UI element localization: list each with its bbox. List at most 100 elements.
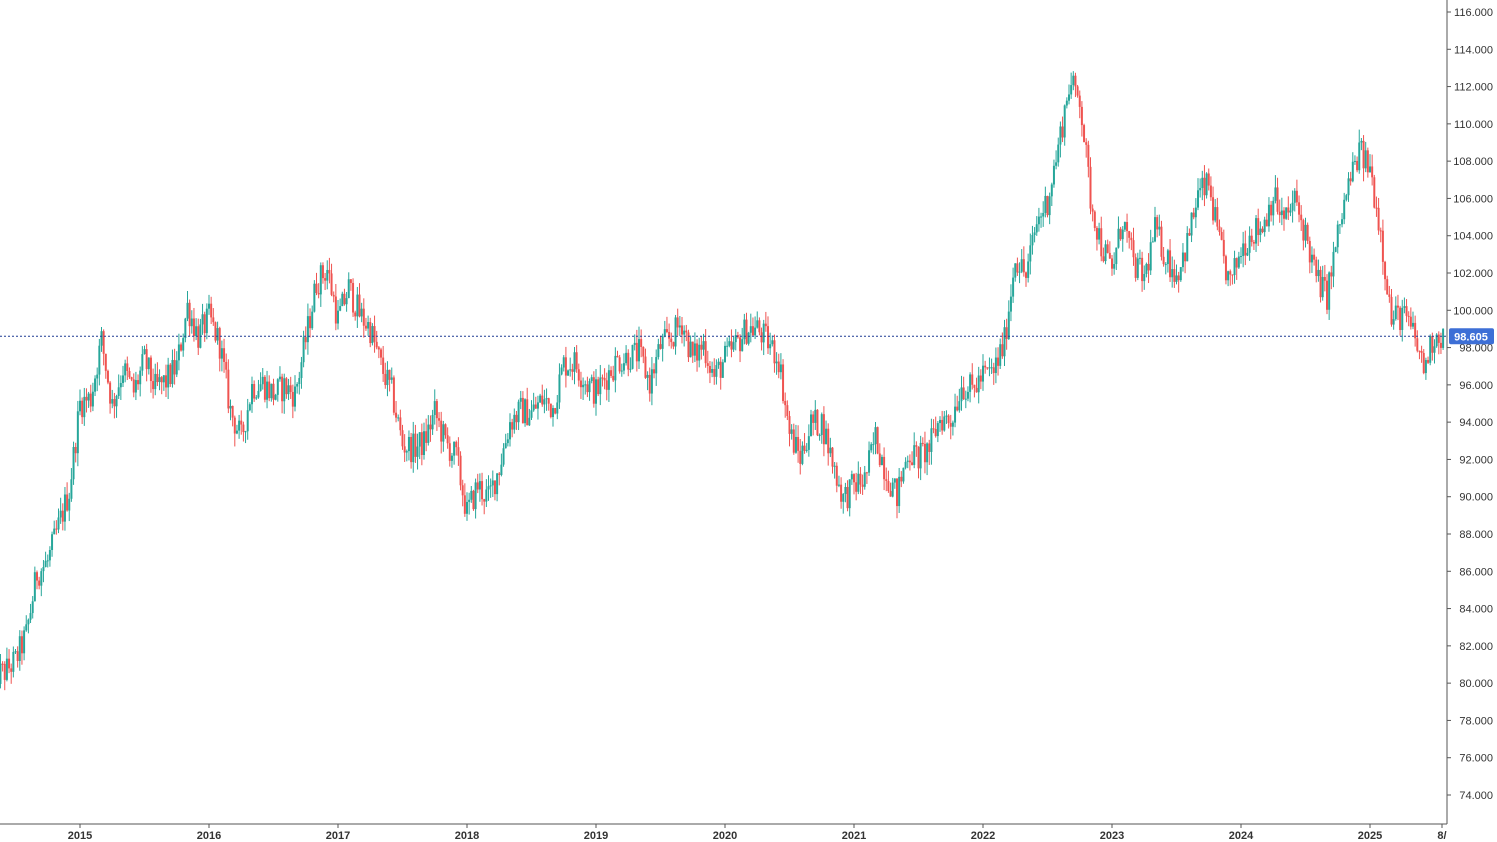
candle-up [31, 601, 34, 614]
candle-down [1188, 233, 1191, 236]
candle-up [633, 342, 636, 345]
candle-up [122, 375, 124, 384]
candle-down [1295, 190, 1298, 203]
candle-down [1308, 240, 1311, 263]
candle-down [605, 380, 608, 390]
candle-down [665, 329, 668, 332]
candle-down [986, 367, 989, 369]
candle-up [1175, 275, 1178, 282]
candle-down [1323, 276, 1326, 281]
candle-down [1437, 334, 1440, 343]
candle-up [833, 465, 836, 467]
candle-up [1033, 232, 1036, 236]
candle-down [571, 369, 574, 372]
candle-down [242, 424, 245, 433]
candle-up [347, 279, 350, 299]
candle-down [1083, 125, 1086, 143]
candle-up [1044, 195, 1047, 213]
candle-up [1442, 328, 1445, 348]
x-tick-label: 8/ [1437, 830, 1446, 842]
candle-up [620, 370, 623, 372]
y-tick-label: 110.000 [1454, 119, 1493, 131]
y-tick-label: 82.000 [1459, 641, 1493, 653]
candle-up [674, 317, 677, 347]
candle-up [504, 443, 507, 449]
x-tick-label: 2017 [326, 830, 350, 842]
candle-up [1435, 334, 1438, 347]
candle-up [502, 448, 505, 465]
candle-up [27, 619, 30, 625]
candle-up [1059, 126, 1062, 145]
candle-down [853, 474, 855, 483]
x-tick-label: 2021 [842, 830, 866, 842]
candle-up [139, 370, 142, 385]
candle-down [1422, 352, 1425, 374]
candle-up [1263, 219, 1266, 233]
candle-up [33, 572, 36, 602]
candle-up [1237, 256, 1240, 268]
candle-up [1369, 166, 1371, 173]
candle-up [1048, 196, 1051, 216]
candle-down [1001, 344, 1004, 357]
candle-down [971, 374, 974, 385]
candle-down [973, 384, 976, 388]
candle-up [1145, 263, 1148, 274]
candle-down [1298, 202, 1301, 215]
candle-up [40, 571, 43, 586]
candle-down [992, 367, 995, 374]
candle-up [397, 417, 400, 419]
candle-up [1138, 257, 1141, 259]
candle-down [672, 342, 675, 347]
candle-down [521, 397, 524, 424]
candle-down [855, 482, 858, 492]
candle-up [72, 446, 75, 480]
candle-up [190, 318, 193, 327]
candle-down [55, 528, 58, 530]
candle-down [429, 424, 432, 430]
candle-up [870, 444, 873, 451]
candle-down [38, 580, 41, 586]
candle-down [627, 352, 630, 370]
candle-up [59, 510, 62, 518]
candle-up [1158, 226, 1161, 230]
candle-down [612, 375, 615, 381]
candle-down [547, 398, 550, 404]
candle-up [500, 464, 503, 475]
candle-down [1076, 86, 1079, 96]
candle-down [751, 326, 754, 336]
candle-up [1274, 187, 1277, 201]
candle-down [446, 435, 449, 444]
candle-up [1321, 276, 1324, 298]
candle-up [339, 306, 342, 311]
candle-down [285, 378, 288, 395]
candle-down [289, 385, 292, 392]
candle-down [197, 326, 200, 348]
candle-up [820, 414, 823, 436]
y-tick-label: 78.000 [1459, 715, 1493, 727]
candle-up [154, 373, 157, 390]
candle-up [1027, 261, 1030, 278]
candle-up [904, 461, 907, 468]
candle-down [334, 296, 337, 324]
candle-up [513, 414, 516, 430]
candle-up [1317, 269, 1320, 277]
candle-up [79, 400, 81, 412]
candle-up [1205, 173, 1208, 196]
candle-down [896, 478, 898, 507]
candle-down [835, 465, 838, 486]
candle-up [1007, 311, 1010, 340]
candle-up [491, 480, 494, 486]
candle-up [1194, 207, 1197, 218]
candle-down [1108, 252, 1111, 259]
candle-down [1278, 211, 1281, 216]
candle-up [837, 484, 840, 486]
candle-down [1276, 187, 1279, 212]
candle-up [238, 420, 241, 431]
candle-up [1338, 224, 1341, 226]
candle-down [1319, 269, 1322, 298]
candle-down [81, 400, 84, 418]
candle-up [532, 404, 535, 411]
candle-down [1224, 256, 1227, 281]
candle-up [939, 419, 941, 424]
candle-up [147, 357, 150, 370]
